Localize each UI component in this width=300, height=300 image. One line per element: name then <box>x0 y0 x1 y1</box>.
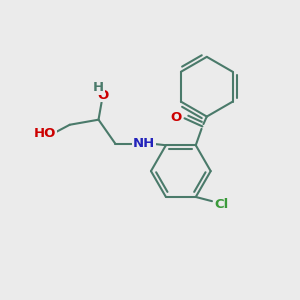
Text: H: H <box>93 81 104 94</box>
Text: O: O <box>171 111 182 124</box>
Text: Cl: Cl <box>214 198 228 211</box>
Text: HO: HO <box>34 127 56 140</box>
Text: O: O <box>98 88 109 101</box>
Text: NH: NH <box>133 137 155 150</box>
